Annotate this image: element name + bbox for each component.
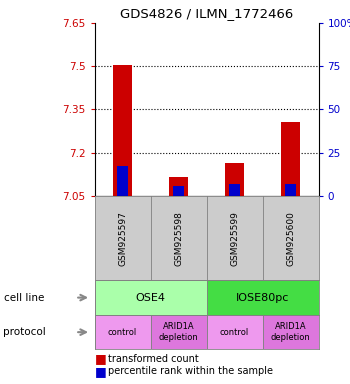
- Text: ■: ■: [94, 365, 106, 378]
- Text: GSM925598: GSM925598: [174, 211, 183, 265]
- Text: control: control: [108, 328, 137, 337]
- Text: GSM925600: GSM925600: [286, 211, 295, 265]
- Bar: [117, 166, 128, 196]
- Text: GSM925599: GSM925599: [230, 211, 239, 265]
- Text: GSM925597: GSM925597: [118, 211, 127, 265]
- Text: IOSE80pc: IOSE80pc: [236, 293, 289, 303]
- Bar: [150, 315, 206, 349]
- Text: ■: ■: [94, 353, 106, 366]
- Text: ARID1A
depletion: ARID1A depletion: [159, 323, 198, 342]
- Title: GDS4826 / ILMN_1772466: GDS4826 / ILMN_1772466: [120, 7, 293, 20]
- Text: cell line: cell line: [4, 293, 44, 303]
- Text: OSE4: OSE4: [135, 293, 166, 303]
- Text: transformed count: transformed count: [108, 354, 199, 364]
- Bar: [113, 65, 132, 196]
- Bar: [173, 186, 184, 196]
- Text: ARID1A
depletion: ARID1A depletion: [271, 323, 310, 342]
- Bar: [169, 177, 188, 196]
- Text: percentile rank within the sample: percentile rank within the sample: [108, 366, 273, 376]
- Text: protocol: protocol: [4, 327, 46, 337]
- Bar: [94, 315, 150, 349]
- Bar: [206, 315, 262, 349]
- Bar: [262, 315, 318, 349]
- Bar: [94, 280, 206, 315]
- Bar: [206, 280, 318, 315]
- Bar: [225, 163, 244, 196]
- Bar: [285, 184, 296, 196]
- Bar: [229, 184, 240, 196]
- Bar: [281, 122, 300, 196]
- Text: control: control: [220, 328, 249, 337]
